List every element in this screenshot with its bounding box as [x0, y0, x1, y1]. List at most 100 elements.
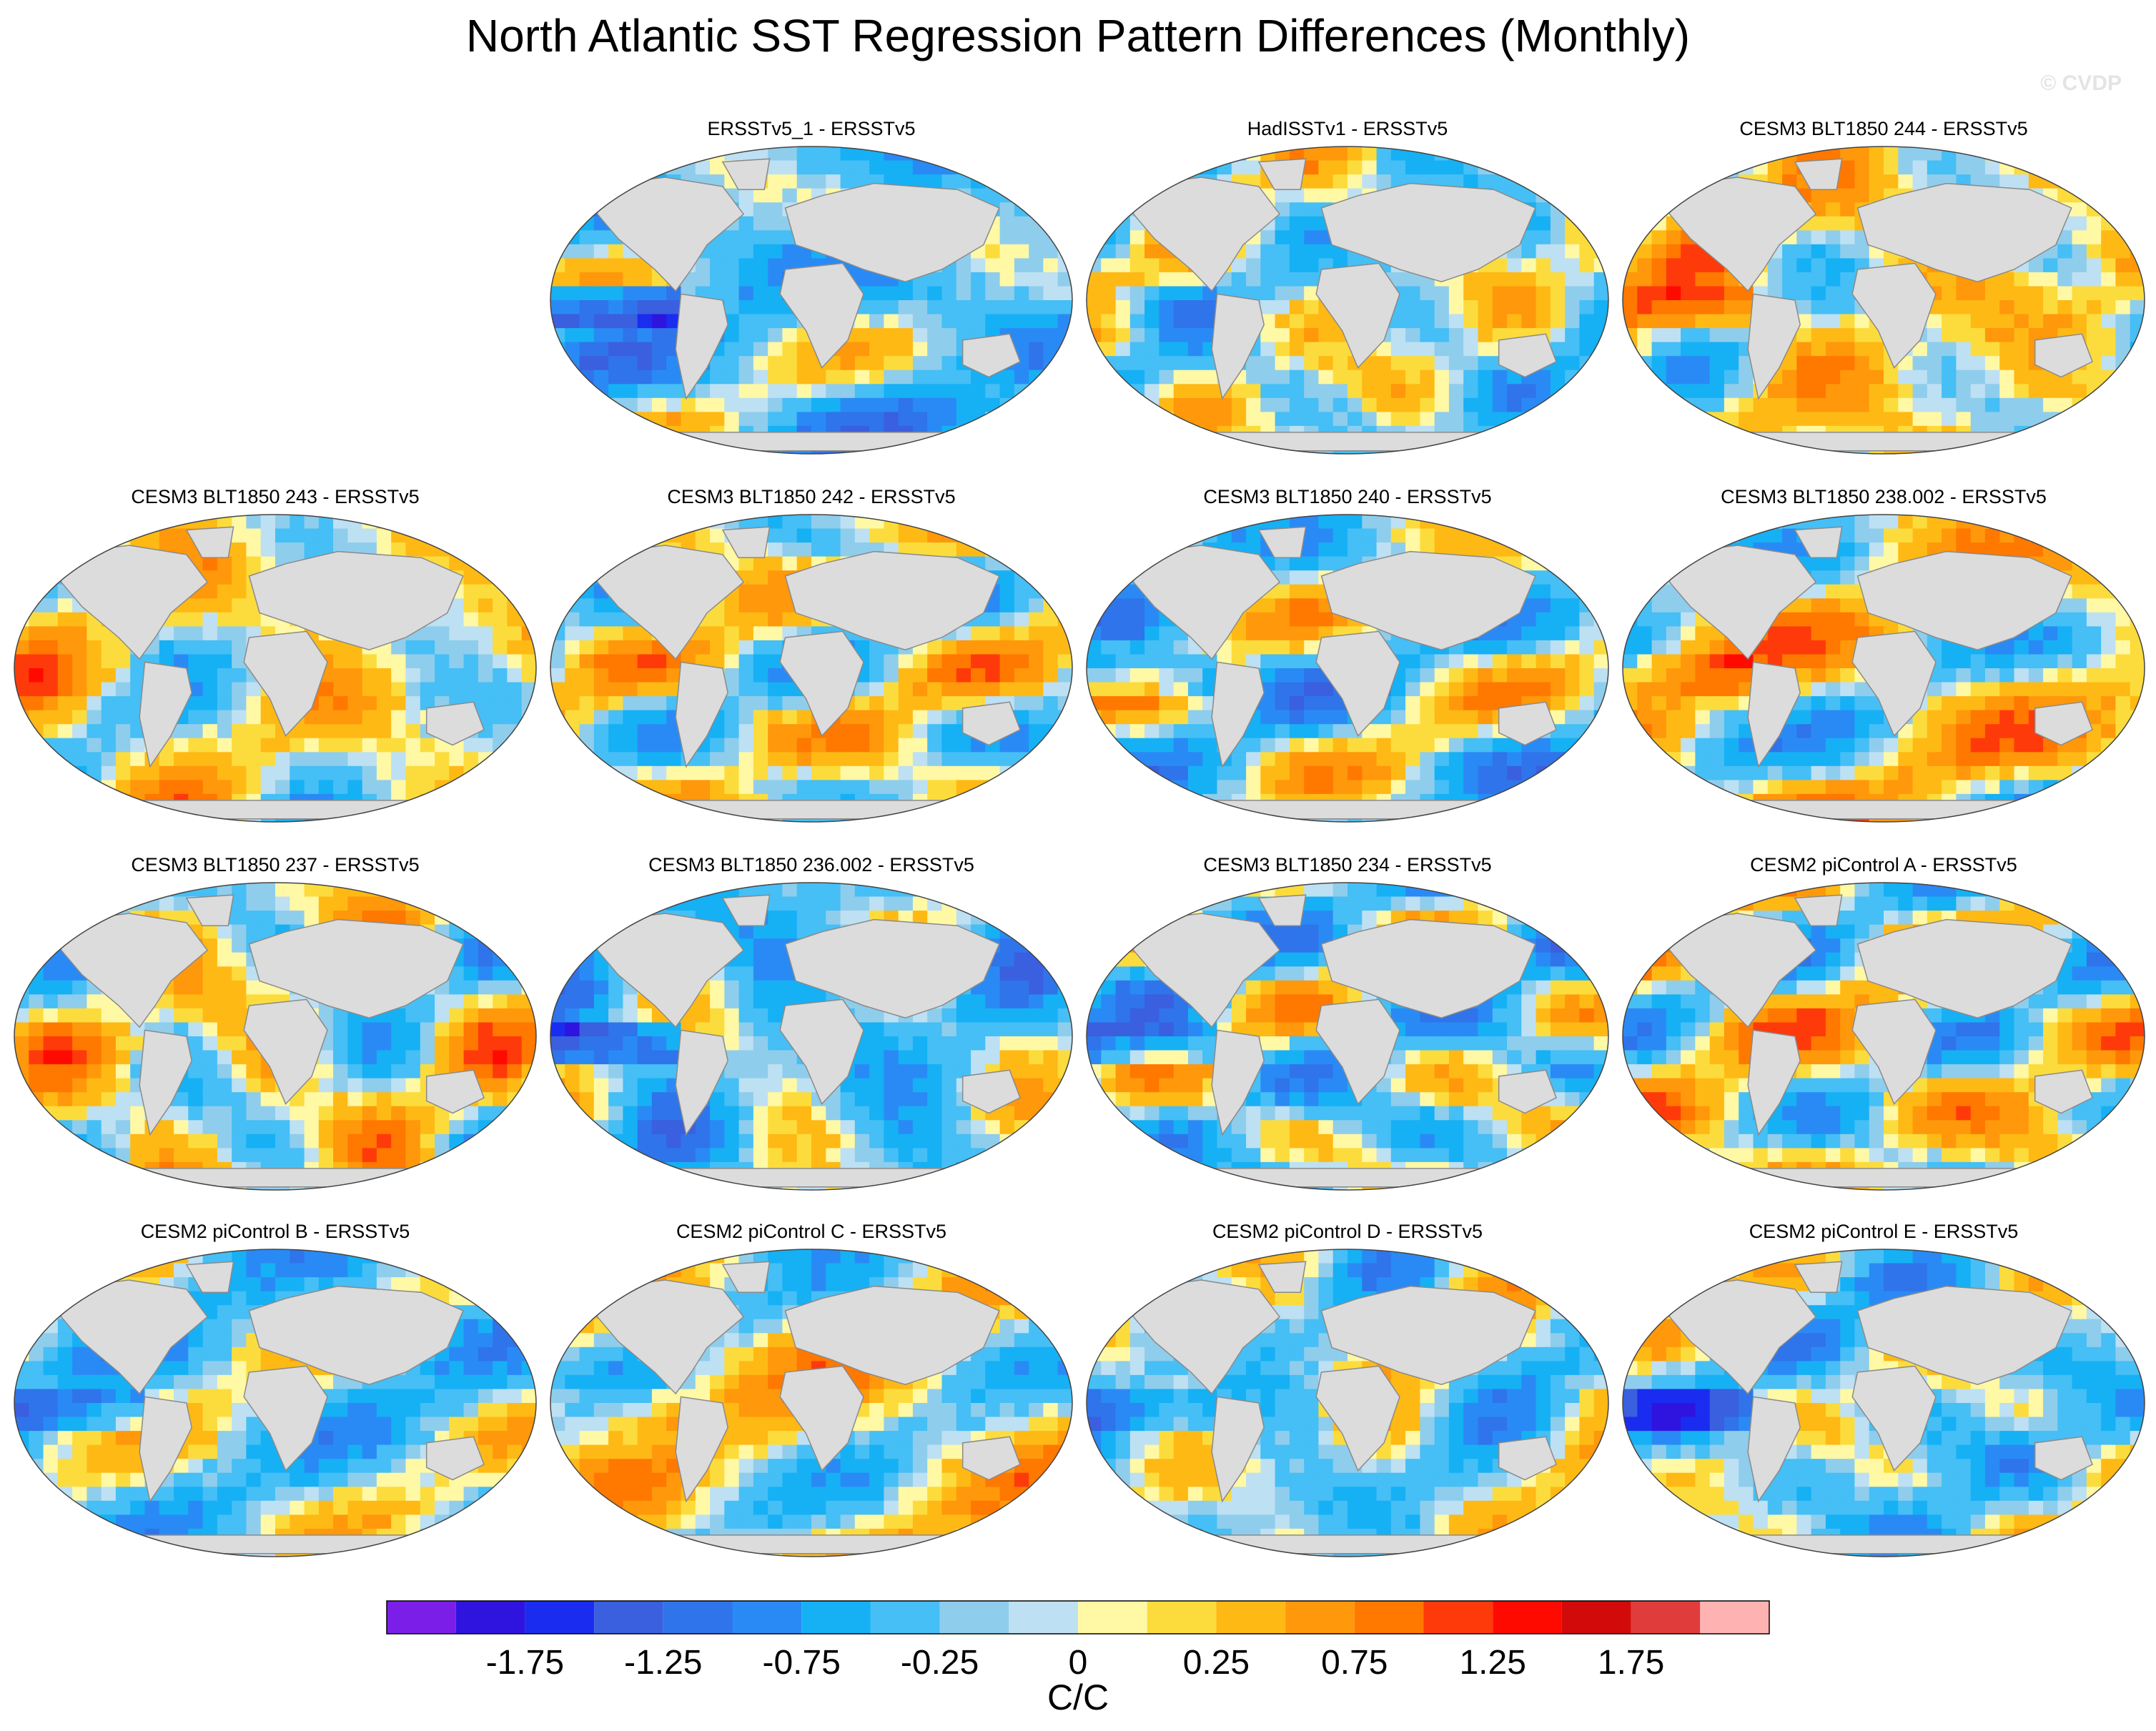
field-cell — [999, 147, 1015, 162]
field-cell — [1014, 314, 1029, 329]
field-cell — [1318, 174, 1334, 189]
field-cell — [362, 682, 377, 697]
field-cell — [956, 286, 971, 301]
field-cell — [1087, 528, 1102, 543]
field-cell — [1767, 397, 1783, 413]
field-cell — [202, 640, 218, 655]
field-cell — [2101, 328, 2117, 343]
field-cell — [2115, 272, 2131, 287]
field-cell — [1348, 752, 1363, 767]
field-cell — [854, 272, 870, 287]
field-cell — [724, 780, 740, 795]
field-cell — [174, 515, 189, 530]
field-cell — [420, 542, 435, 557]
field-cell — [1304, 612, 1320, 628]
field-cell — [1362, 397, 1378, 413]
map-panel: CESM3 BLT1850 240 - ERSSTv5 — [1086, 486, 1609, 823]
field-cell — [1550, 258, 1566, 273]
field-cell — [1187, 696, 1203, 711]
field-cell — [1029, 300, 1044, 315]
field-cell — [956, 765, 971, 781]
field-cell — [753, 384, 768, 399]
field-cell — [1681, 342, 1696, 357]
field-cell — [1854, 188, 1870, 203]
field-cell — [1478, 384, 1493, 399]
land-mass — [779, 262, 864, 369]
field-cell — [463, 584, 479, 599]
field-cell — [362, 780, 377, 795]
field-cell — [1115, 174, 1131, 189]
field-cell — [796, 738, 812, 753]
field-cell — [1999, 342, 2015, 357]
field-cell — [1129, 515, 1145, 530]
field-cell — [57, 640, 73, 655]
field-cell — [1420, 160, 1435, 175]
field-cell — [1536, 640, 1551, 655]
field-cell — [1565, 244, 1581, 259]
field-cell — [1144, 286, 1160, 301]
field-cell — [1318, 710, 1334, 725]
field-cell — [956, 626, 971, 641]
field-cell — [738, 397, 754, 413]
field-cell — [1796, 300, 1812, 315]
field-cell — [1029, 542, 1044, 557]
field-cell — [1695, 384, 1711, 399]
field-cell — [2014, 440, 2029, 454]
field-cell — [1536, 682, 1551, 697]
field-cell — [1448, 682, 1464, 697]
field-cell — [695, 528, 711, 543]
map-outline — [1622, 146, 2145, 455]
field-cell — [2130, 244, 2145, 259]
field-cell — [666, 286, 682, 301]
field-cell — [637, 724, 653, 739]
field-cell — [985, 244, 1001, 259]
field-cell — [724, 765, 740, 781]
field-cell — [1593, 598, 1608, 613]
land-mass — [600, 432, 1022, 452]
field-cell — [14, 808, 30, 822]
field-cell — [1043, 440, 1059, 454]
field-cell — [1332, 765, 1348, 781]
field-cell — [826, 174, 841, 189]
field-cell — [115, 752, 131, 767]
field-cell — [1029, 598, 1044, 613]
field-cell — [1115, 765, 1131, 781]
field-cell — [1507, 668, 1523, 683]
field-cell — [579, 556, 595, 571]
field-cell — [1129, 397, 1145, 413]
field-cell — [1724, 397, 1739, 413]
field-cell — [420, 793, 435, 809]
field-cell — [710, 397, 726, 413]
field-cell — [217, 556, 232, 571]
field-cell — [971, 780, 986, 795]
field-cell — [1999, 369, 2015, 385]
field-cell — [927, 300, 943, 315]
field-cell — [493, 668, 508, 683]
field-cell — [912, 738, 928, 753]
field-cell — [1187, 412, 1203, 427]
field-cell — [985, 640, 1001, 655]
field-cell — [1304, 556, 1320, 571]
field-cell — [2028, 369, 2044, 385]
field-cell — [782, 160, 798, 175]
field-cell — [768, 342, 783, 357]
field-cell — [1014, 440, 1029, 454]
field-cell — [159, 640, 174, 655]
field-cell — [854, 160, 870, 175]
land-mass — [591, 545, 745, 660]
field-cell — [1637, 328, 1653, 343]
field-cell — [768, 654, 783, 669]
field-cell — [1246, 780, 1262, 795]
field-cell — [1478, 738, 1493, 753]
field-cell — [1854, 384, 1870, 399]
field-cell — [1507, 654, 1523, 669]
field-cell — [550, 300, 566, 315]
field-cell — [1999, 286, 2015, 301]
field-cell — [1579, 640, 1595, 655]
field-cell — [507, 654, 523, 669]
field-cell — [1405, 780, 1421, 795]
field-cell — [1376, 342, 1392, 357]
field-cell — [1869, 160, 1884, 175]
field-cell — [1144, 626, 1160, 641]
field-cell — [666, 147, 682, 162]
